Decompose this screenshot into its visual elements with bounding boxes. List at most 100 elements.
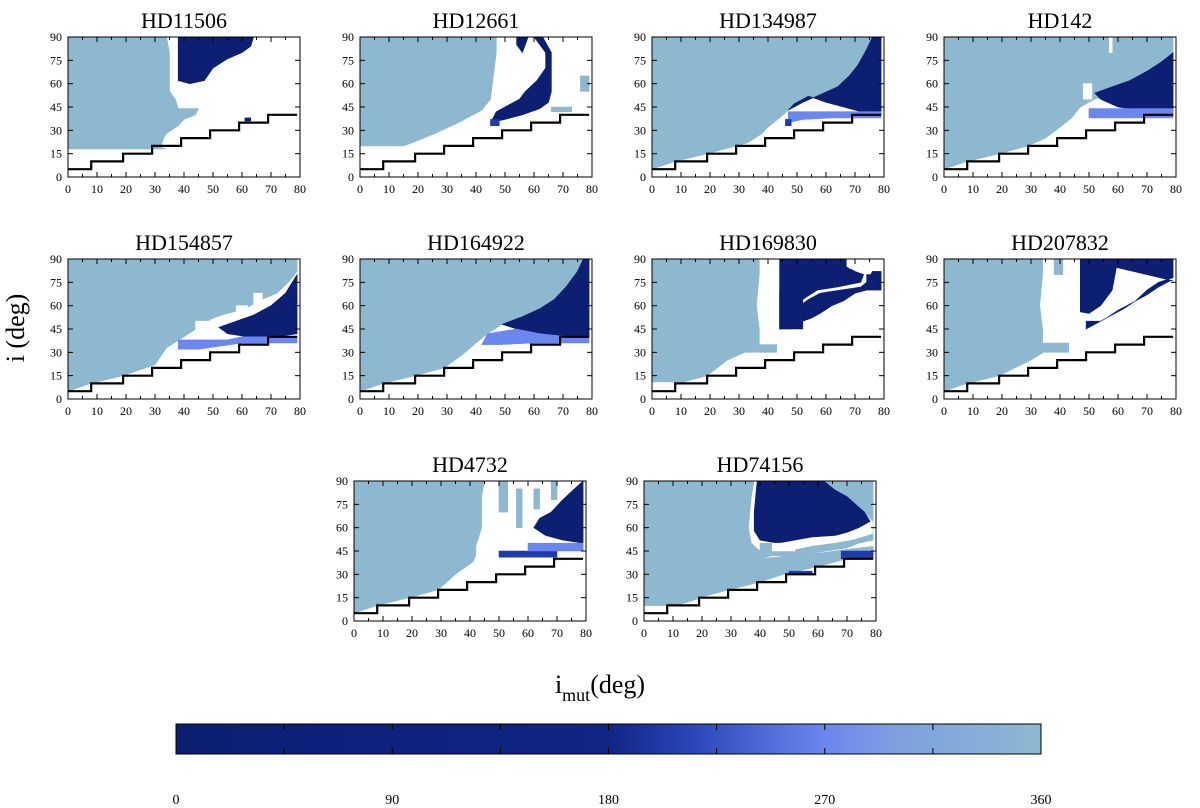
y-tick-label: 0 xyxy=(348,170,354,184)
x-tick-label: 50 xyxy=(1083,404,1095,418)
x-tick-label: 70 xyxy=(551,626,563,640)
x-tick-label: 10 xyxy=(91,182,103,196)
heat-region-light-1 xyxy=(644,545,874,606)
y-tick-label: 0 xyxy=(56,392,62,406)
panel-regions xyxy=(360,259,590,392)
x-tick-label: 80 xyxy=(1170,404,1182,418)
x-tick-label: 30 xyxy=(1025,404,1037,418)
y-tick-label: 45 xyxy=(634,322,646,336)
panel-hd12661: 0 10 20 30 40 50 60 70 80 0 15 30 45 60 75 90 HD12661 xyxy=(342,8,598,196)
x-tick-label: 30 xyxy=(733,404,745,418)
boundary-step-line xyxy=(944,335,1174,393)
x-tick-label: 20 xyxy=(412,404,424,418)
y-tick-label: 75 xyxy=(50,53,62,67)
x-tick-label: 10 xyxy=(675,182,687,196)
y-tick-label: 15 xyxy=(626,591,638,605)
y-tick-label: 30 xyxy=(336,567,348,581)
y-tick-label: 0 xyxy=(342,614,348,628)
x-tick-label: 40 xyxy=(1054,404,1066,418)
x-tick-label: 80 xyxy=(294,404,306,418)
heat-region-white-5 xyxy=(1082,83,1093,100)
y-tick-label: 15 xyxy=(634,147,646,161)
x-tick-label: 80 xyxy=(586,182,598,196)
colorbar-tick-label: 90 xyxy=(385,793,399,808)
x-tick-label: 50 xyxy=(207,182,219,196)
panel-hd154857: 0 10 20 30 40 50 60 70 80 0 15 30 45 60 75 90 HD154857 xyxy=(50,230,306,418)
y-tick-label: 90 xyxy=(926,30,938,44)
y-tick-label: 30 xyxy=(634,123,646,137)
x-axis-title-main: i xyxy=(555,670,562,699)
y-tick-label: 90 xyxy=(342,252,354,266)
x-tick-label: 10 xyxy=(967,182,979,196)
y-tick-label: 15 xyxy=(50,147,62,161)
heat-region-high_blue-3 xyxy=(481,328,590,345)
x-tick-label: 60 xyxy=(528,182,540,196)
y-tick-label: 75 xyxy=(634,53,646,67)
heat-region-light-0 xyxy=(360,37,497,147)
x-tick-label: 70 xyxy=(849,404,861,418)
y-tick-label: 75 xyxy=(342,275,354,289)
heat-region-white-6 xyxy=(253,292,263,306)
x-tick-label: 60 xyxy=(1112,182,1124,196)
colorbar: 0 90 180 270 360 xyxy=(173,723,1052,808)
y-tick-label: 45 xyxy=(336,544,348,558)
heat-region-light-1 xyxy=(360,342,477,392)
panel-title-hd11506: HD11506 xyxy=(141,8,227,33)
x-tick-label: 20 xyxy=(996,182,1008,196)
x-tick-label: 20 xyxy=(704,404,716,418)
boundary-step-line xyxy=(68,113,298,171)
x-tick-label: 70 xyxy=(1141,404,1153,418)
panel-hd164922: 0 10 20 30 40 50 60 70 80 0 15 30 45 60 75 90 HD164922 xyxy=(342,230,598,418)
boundary-step-line xyxy=(360,335,590,393)
x-tick-label: 70 xyxy=(849,182,861,196)
x-tick-label: 40 xyxy=(754,626,766,640)
y-tick-label: 90 xyxy=(634,30,646,44)
panel-regions xyxy=(68,37,254,150)
x-tick-label: 50 xyxy=(783,626,795,640)
heat-region-light-1 xyxy=(652,133,764,170)
heat-region-light-5 xyxy=(516,488,523,528)
y-tick-label: 75 xyxy=(634,275,646,289)
x-tick-label: 0 xyxy=(357,182,363,196)
heat-region-low-2 xyxy=(516,37,529,54)
y-tick-label: 45 xyxy=(926,322,938,336)
x-tick-label: 70 xyxy=(557,404,569,418)
y-tick-label: 60 xyxy=(634,299,646,313)
y-tick-label: 15 xyxy=(342,369,354,383)
x-tick-label: 10 xyxy=(675,404,687,418)
panel-hd4732: 0 10 20 30 40 50 60 70 80 0 15 30 45 60 75 90 HD4732 xyxy=(336,452,592,640)
panel-title-hd142: HD142 xyxy=(1028,8,1093,33)
heat-region-low-3 xyxy=(244,117,251,122)
panel-regions xyxy=(354,481,584,614)
y-tick-label: 30 xyxy=(50,123,62,137)
panel-title-hd164922: HD164922 xyxy=(427,230,525,255)
x-tick-label: 40 xyxy=(178,182,190,196)
y-tick-label: 75 xyxy=(926,275,938,289)
heat-region-low-1 xyxy=(533,481,584,544)
panel-title-hd169830: HD169830 xyxy=(719,230,817,255)
heat-region-light-4 xyxy=(580,75,590,92)
heat-region-mid-3 xyxy=(840,550,874,560)
heat-region-low-2 xyxy=(778,259,882,330)
boundary-step-line xyxy=(354,557,584,615)
y-tick-label: 45 xyxy=(926,100,938,114)
heatmap-panels: 0 10 20 30 40 50 60 70 80 0 15 30 45 60 75 90 HD11506 0 10… xyxy=(50,8,1182,640)
x-tick-label: 30 xyxy=(1025,182,1037,196)
x-tick-label: 20 xyxy=(412,182,424,196)
y-tick-label: 0 xyxy=(348,392,354,406)
panel-hd134987: 0 10 20 30 40 50 60 70 80 0 15 30 45 60 75 90 HD134987 xyxy=(634,8,890,196)
x-tick-label: 80 xyxy=(878,182,890,196)
boundary-step-line xyxy=(644,557,874,615)
heat-region-white-5 xyxy=(235,305,249,317)
boundary-step-line xyxy=(944,113,1174,171)
panel-regions xyxy=(652,37,882,170)
x-tick-label: 40 xyxy=(1054,182,1066,196)
heat-region-light-1 xyxy=(68,137,167,150)
panel-hd11506: 0 10 20 30 40 50 60 70 80 0 15 30 45 60 75 90 HD11506 xyxy=(50,8,306,196)
heat-region-light-7 xyxy=(550,481,558,500)
y-tick-label: 60 xyxy=(926,77,938,91)
x-axis-title-subscript: mut xyxy=(562,685,590,705)
panel-title-hd154857: HD154857 xyxy=(135,230,233,255)
heat-region-low-2 xyxy=(177,37,254,85)
